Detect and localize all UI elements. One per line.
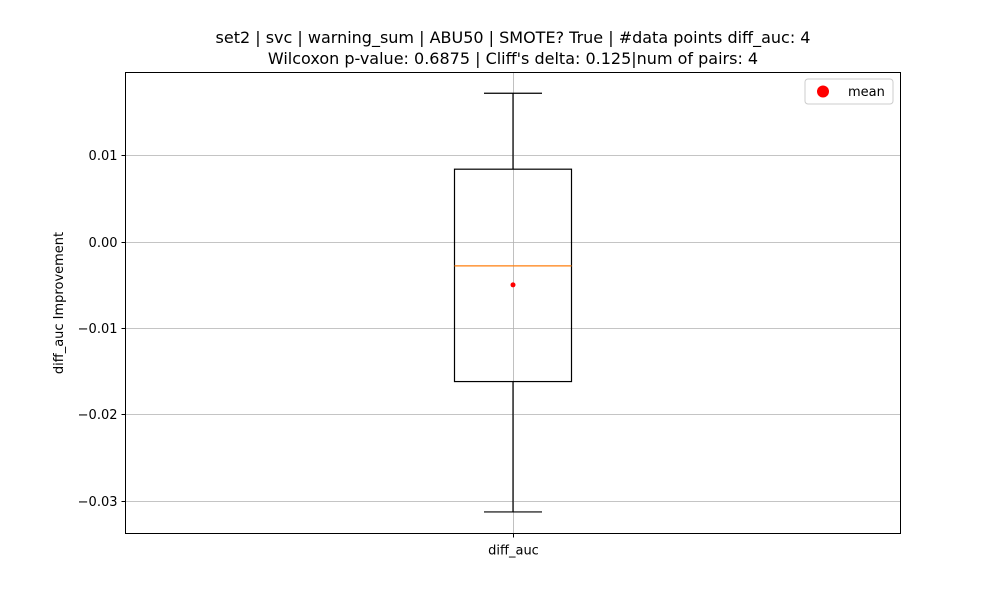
- legend-frame: [804, 78, 894, 105]
- iqr-box: [453, 168, 573, 383]
- y-tick-label: 0.01: [89, 149, 118, 164]
- y-tick-label: −0.03: [78, 495, 118, 510]
- y-tick-label: −0.02: [78, 408, 118, 423]
- mean-marker: [510, 282, 516, 288]
- y-tick-label: −0.01: [78, 322, 118, 337]
- y-tick-label: 0.00: [89, 236, 118, 251]
- x-axis-ticks: diff_auc: [488, 533, 539, 559]
- legend: mean: [804, 78, 894, 105]
- chart-title-line-1: set2 | svc | warning_sum | ABU50 | SMOTE…: [216, 28, 811, 48]
- legend-mean-label: mean: [848, 85, 885, 100]
- y-axis-ticks: 0.01 0.00 −0.01 −0.02 −0.03: [78, 149, 126, 510]
- legend-mean-marker: [817, 85, 829, 98]
- chart-title-line-2: Wilcoxon p-value: 0.6875 | Cliff's delta…: [268, 49, 758, 68]
- x-tick-label: diff_auc: [488, 544, 539, 559]
- box-plot: [453, 92, 573, 513]
- y-axis-label: diff_auc Improvement: [52, 232, 67, 374]
